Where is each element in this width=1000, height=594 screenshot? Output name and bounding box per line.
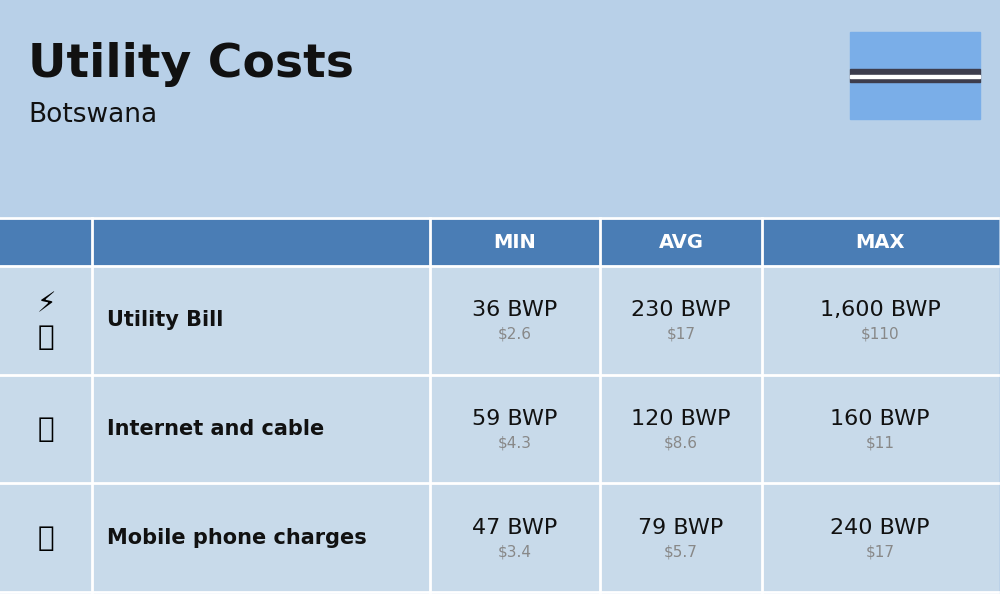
Text: 36 BWP: 36 BWP — [472, 301, 558, 320]
Text: $17: $17 — [866, 544, 895, 559]
Text: Botswana: Botswana — [28, 102, 157, 128]
Bar — [0, 375, 92, 484]
Bar — [850, 83, 980, 119]
Bar — [600, 218, 762, 266]
Text: $4.3: $4.3 — [498, 435, 532, 450]
Bar — [430, 375, 600, 484]
Text: $11: $11 — [866, 435, 895, 450]
Text: Internet and cable: Internet and cable — [107, 419, 324, 439]
Text: 120 BWP: 120 BWP — [631, 409, 731, 429]
Bar — [430, 266, 600, 375]
Bar — [850, 32, 980, 68]
Text: AVG: AVG — [658, 232, 704, 251]
Bar — [762, 375, 998, 484]
Text: Utility Costs: Utility Costs — [28, 42, 354, 87]
Text: MIN: MIN — [494, 232, 536, 251]
Text: $17: $17 — [666, 327, 696, 342]
Text: 59 BWP: 59 BWP — [472, 409, 558, 429]
Text: 📱: 📱 — [38, 524, 54, 552]
Bar — [850, 68, 980, 83]
Text: $3.4: $3.4 — [498, 544, 532, 559]
Bar — [430, 484, 600, 592]
Text: MAX: MAX — [855, 232, 905, 251]
Text: $2.6: $2.6 — [498, 327, 532, 342]
Bar — [0, 218, 92, 266]
Bar — [600, 375, 762, 484]
Bar — [92, 484, 430, 592]
Bar — [762, 218, 998, 266]
Text: 📶: 📶 — [38, 415, 54, 443]
Bar — [0, 266, 92, 375]
Bar — [850, 75, 980, 78]
Bar — [600, 484, 762, 592]
Bar — [430, 218, 600, 266]
Text: $110: $110 — [861, 327, 899, 342]
Text: 240 BWP: 240 BWP — [830, 517, 930, 538]
Text: 1,600 BWP: 1,600 BWP — [820, 301, 940, 320]
Text: $5.7: $5.7 — [664, 544, 698, 559]
Bar — [92, 375, 430, 484]
Text: 160 BWP: 160 BWP — [830, 409, 930, 429]
Bar — [0, 484, 92, 592]
Text: $8.6: $8.6 — [664, 435, 698, 450]
Bar — [600, 266, 762, 375]
Text: 47 BWP: 47 BWP — [472, 517, 558, 538]
Bar — [92, 218, 430, 266]
Bar — [92, 266, 430, 375]
Bar — [762, 484, 998, 592]
Text: 79 BWP: 79 BWP — [638, 517, 724, 538]
Text: Utility Bill: Utility Bill — [107, 310, 223, 330]
Text: Mobile phone charges: Mobile phone charges — [107, 527, 367, 548]
Bar — [762, 266, 998, 375]
Text: ⚡
🔌: ⚡ 🔌 — [36, 290, 56, 350]
Text: 230 BWP: 230 BWP — [631, 301, 731, 320]
